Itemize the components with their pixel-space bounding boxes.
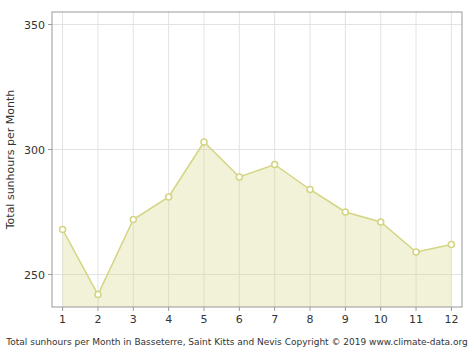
x-tick-label: 1 bbox=[59, 313, 66, 326]
marker bbox=[448, 242, 454, 248]
x-tick-label: 9 bbox=[342, 313, 349, 326]
marker bbox=[307, 187, 313, 193]
x-tick-label: 4 bbox=[165, 313, 172, 326]
area bbox=[63, 142, 452, 307]
marker bbox=[166, 194, 172, 200]
y-grid-line bbox=[52, 149, 462, 150]
marker bbox=[413, 249, 419, 255]
x-tick bbox=[310, 307, 311, 311]
x-tick bbox=[380, 307, 381, 311]
x-tick-label: 12 bbox=[444, 313, 458, 326]
marker bbox=[130, 217, 136, 223]
x-tick-label: 6 bbox=[236, 313, 243, 326]
x-tick-label: 10 bbox=[374, 313, 388, 326]
x-tick bbox=[203, 307, 204, 311]
marker bbox=[60, 227, 66, 233]
x-tick bbox=[133, 307, 134, 311]
marker bbox=[95, 292, 101, 298]
chart: 123456789101112250300350Total sunhours p… bbox=[0, 0, 474, 355]
data bbox=[60, 139, 455, 307]
x-tick bbox=[345, 307, 346, 311]
y-axis-label: Total sunhours per Month bbox=[4, 90, 17, 231]
plot-frame bbox=[52, 12, 462, 307]
y-tick bbox=[48, 149, 52, 150]
x-tick bbox=[451, 307, 452, 311]
y-tick-label: 250 bbox=[24, 269, 45, 282]
x-tick-label: 2 bbox=[94, 313, 101, 326]
y-tick bbox=[48, 24, 52, 25]
x-grid-line bbox=[97, 12, 98, 307]
x-tick bbox=[168, 307, 169, 311]
x-tick-label: 5 bbox=[200, 313, 207, 326]
grid bbox=[52, 12, 462, 307]
y-tick-label: 350 bbox=[24, 19, 45, 32]
y-tick-label: 300 bbox=[24, 144, 45, 157]
x-tick-label: 8 bbox=[307, 313, 314, 326]
x-tick bbox=[416, 307, 417, 311]
marker bbox=[272, 162, 278, 168]
y-tick bbox=[48, 274, 52, 275]
y-grid-line bbox=[52, 24, 462, 25]
x-axis-label: Total sunhours per Month in Basseterre, … bbox=[5, 337, 467, 347]
x-tick bbox=[274, 307, 275, 311]
x-tick-label: 11 bbox=[409, 313, 423, 326]
marker bbox=[378, 219, 384, 225]
marker bbox=[236, 174, 242, 180]
x-tick-label: 3 bbox=[130, 313, 137, 326]
x-tick bbox=[62, 307, 63, 311]
marker bbox=[342, 209, 348, 215]
line bbox=[63, 142, 452, 295]
marker bbox=[201, 139, 207, 145]
x-tick bbox=[239, 307, 240, 311]
x-tick-label: 7 bbox=[271, 313, 278, 326]
axes: 123456789101112250300350 bbox=[24, 19, 458, 327]
x-tick bbox=[97, 307, 98, 311]
